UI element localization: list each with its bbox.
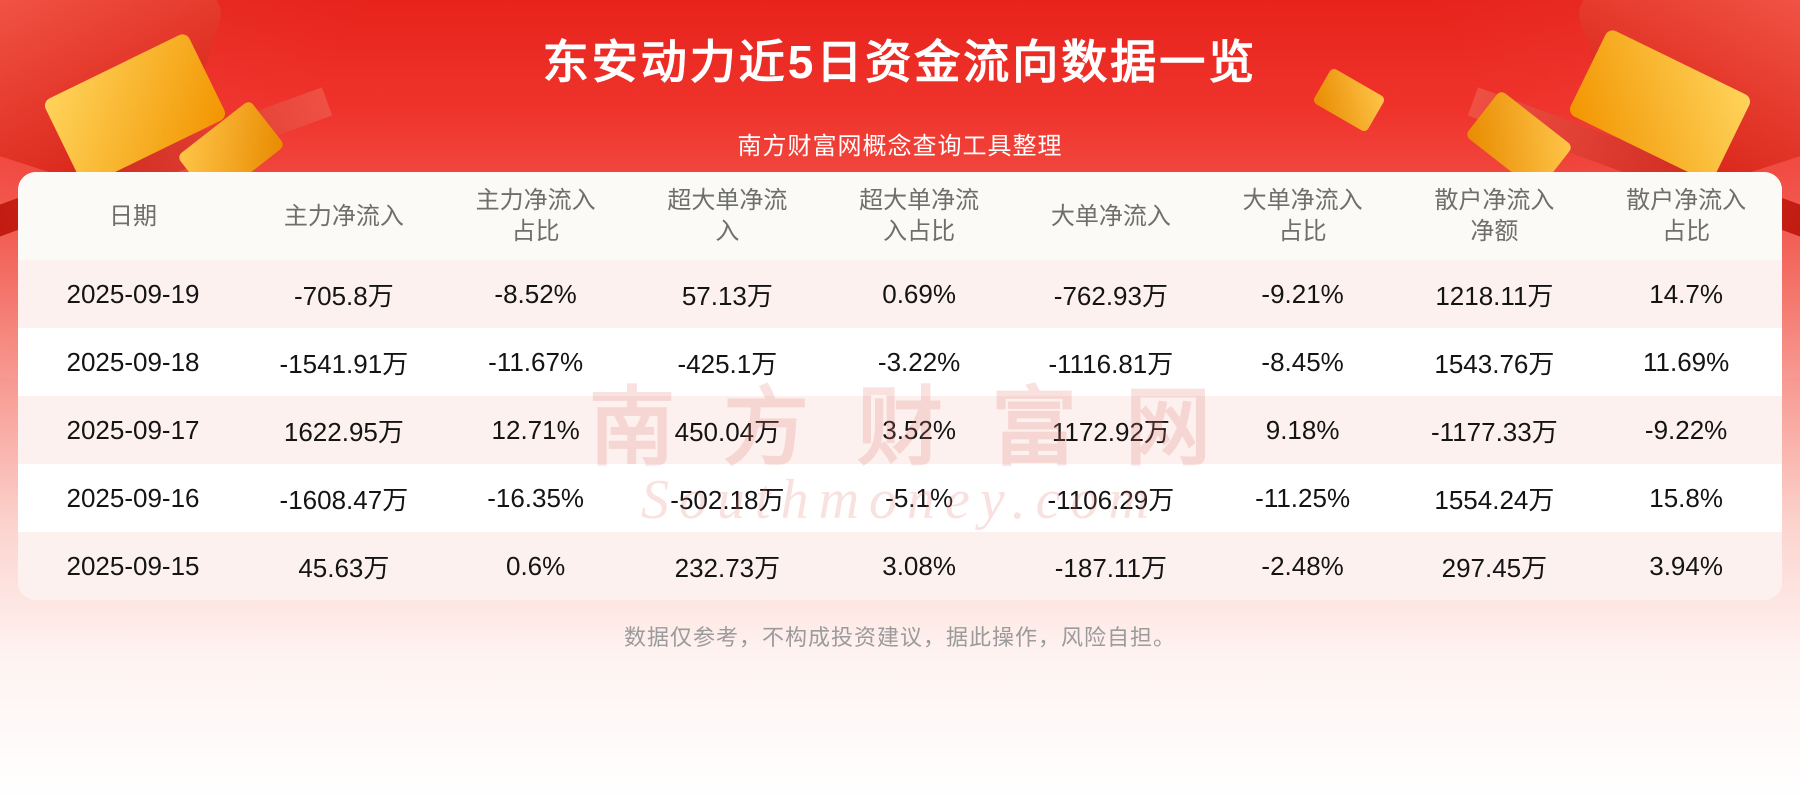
column-header: 大单净流入 占比 <box>1206 172 1399 260</box>
table-header-row: 日期 主力净流入 主力净流入 占比 超大单净流 入超大单净流 入占比 大单净流入 大单净流… <box>18 172 1782 260</box>
column-header: 超大单净流 入占比 <box>823 172 1015 260</box>
value-cell: 57.13万 <box>681 280 773 311</box>
column-header: 大单净流入 <box>1015 172 1207 260</box>
value-cell: -3.22% <box>877 346 961 377</box>
value-cell: 297.45万 <box>1441 552 1548 583</box>
table-row: 2025-09-16 -1608.47万 -16.35% -502.18万 -5.1% -… <box>18 464 1782 532</box>
value-cell: 1172.92万 <box>1051 416 1170 447</box>
value-cell: -1541.91万 <box>279 348 409 379</box>
date-cell: 2025-09-17 <box>66 414 200 445</box>
value-cell: 12.71% <box>491 414 580 445</box>
value-cell: -187.11万 <box>1054 552 1167 583</box>
value-cell: 3.94% <box>1649 550 1723 581</box>
value-cell: 15.8% <box>1649 482 1723 513</box>
column-header: 散户净流入 净额 <box>1398 172 1591 260</box>
column-header: 主力净流入 <box>248 172 440 260</box>
column-header: 超大单净流 入 <box>631 172 824 260</box>
disclaimer-text: 数据仅参考，不构成投资建议，据此操作，风险自担。 <box>623 625 1176 650</box>
value-cell: -16.35% <box>487 482 585 513</box>
value-cell: 14.7% <box>1649 278 1723 309</box>
value-cell: -705.8万 <box>294 280 394 311</box>
data-table-panel: 日期 主力净流入 主力净流入 占比 超大单净流 入超大单净流 入占比 大单净流入 大单净流… <box>18 172 1782 600</box>
table-row: 2025-09-18 -1541.91万 -11.67% -425.1万 -3.22% -… <box>18 328 1782 396</box>
value-cell: 0.69% <box>882 278 956 309</box>
column-header: 散户净流入 占比 <box>1590 172 1782 260</box>
value-cell: -11.25% <box>1255 482 1351 513</box>
value-cell: 0.6% <box>505 550 566 581</box>
value-cell: -502.18万 <box>670 484 785 515</box>
value-cell: -1116.81万 <box>1048 348 1174 379</box>
value-cell: -1608.47万 <box>279 484 409 515</box>
value-cell: 1554.24万 <box>1434 484 1555 515</box>
table-row: 2025-09-19 -705.8万 -8.52% 57.13万 0.69% -762.9… <box>18 260 1782 328</box>
value-cell: 1622.95万 <box>283 416 404 447</box>
value-cell: 11.69% <box>1642 346 1730 377</box>
value-cell: 1543.76万 <box>1434 348 1555 379</box>
value-cell: 3.08% <box>882 550 956 581</box>
date-cell: 2025-09-16 <box>66 482 200 513</box>
value-cell: -762.93万 <box>1053 280 1168 311</box>
fund-flow-table: 日期 主力净流入 主力净流入 占比 超大单净流 入超大单净流 入占比 大单净流入 大单净流… <box>18 172 1782 600</box>
value-cell: 45.63万 <box>298 552 390 583</box>
page-title: 东安动力近5日资金流向数据一览 <box>542 36 1258 88</box>
date-cell: 2025-09-19 <box>66 278 200 309</box>
value-cell: -11.67% <box>488 346 584 377</box>
column-header: 主力净流入 占比 <box>439 172 632 260</box>
value-cell: -2.48% <box>1261 550 1344 581</box>
value-cell: 232.73万 <box>674 552 781 583</box>
value-cell: 9.18% <box>1265 414 1340 445</box>
value-cell: 3.52% <box>882 414 956 445</box>
value-cell: -1177.33万 <box>1431 416 1558 447</box>
value-cell: 1218.11万 <box>1435 280 1554 311</box>
value-cell: -9.22% <box>1644 414 1728 445</box>
value-cell: -9.21% <box>1261 278 1344 309</box>
banner: 东安动力近5日资金流向数据一览 南方财富网概念查询工具整理 <box>0 0 1800 161</box>
date-cell: 2025-09-15 <box>66 550 200 581</box>
value-cell: -425.1万 <box>677 348 778 379</box>
value-cell: -1106.29万 <box>1047 484 1175 515</box>
page-subtitle: 南方财富网概念查询工具整理 <box>737 133 1063 160</box>
table-row: 2025-09-15 45.63万 0.6% 232.73万 3.08% -187.11万… <box>18 532 1782 600</box>
value-cell: -8.45% <box>1261 346 1344 377</box>
value-cell: 450.04万 <box>674 416 781 447</box>
value-cell: -8.52% <box>494 278 577 309</box>
column-header: 日期 <box>18 172 248 260</box>
date-cell: 2025-09-18 <box>66 346 200 377</box>
table-row: 2025-09-17 1622.95万 12.71% 450.04万 3.52% 1172… <box>18 396 1782 464</box>
value-cell: -5.1% <box>885 482 954 513</box>
